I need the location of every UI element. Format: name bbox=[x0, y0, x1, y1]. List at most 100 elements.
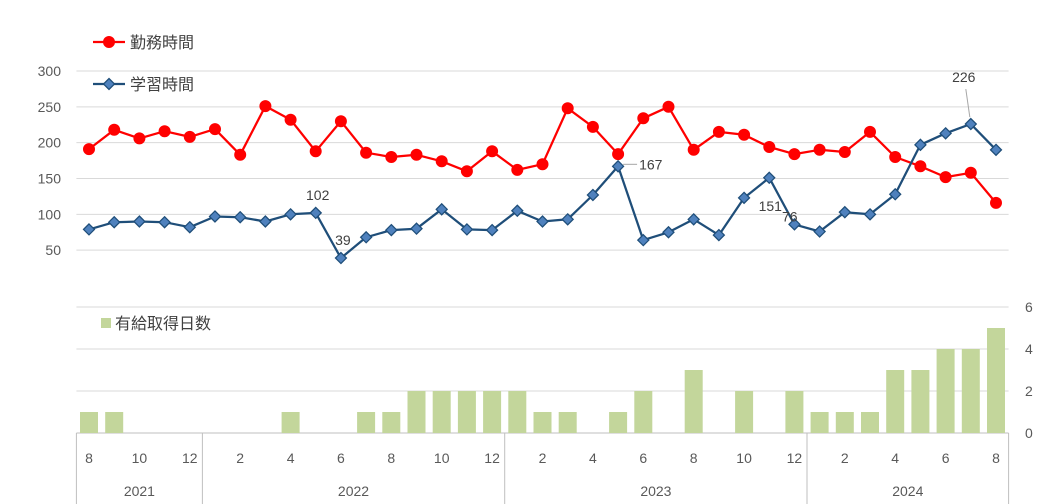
x-tick-label-month: 8 bbox=[690, 450, 698, 466]
circle-marker bbox=[435, 155, 448, 168]
leader-line bbox=[965, 88, 971, 118]
diamond-marker bbox=[82, 222, 96, 236]
circle-marker bbox=[209, 123, 221, 136]
diamond-marker bbox=[636, 233, 650, 247]
line-series-group bbox=[82, 100, 1003, 265]
circle-marker bbox=[939, 171, 952, 184]
x-tick-label-month: 2 bbox=[841, 450, 849, 466]
right-y-tick-label: 4 bbox=[1025, 341, 1033, 357]
circle-marker bbox=[662, 100, 675, 113]
circle-marker bbox=[460, 165, 473, 178]
x-tick-label-month: 2 bbox=[236, 450, 244, 466]
x-tick-label-month: 2 bbox=[539, 450, 547, 466]
circle-marker bbox=[259, 100, 272, 113]
bar bbox=[785, 391, 804, 433]
bar bbox=[634, 391, 653, 433]
legend-item: 勤務時間 bbox=[93, 33, 194, 52]
right-y-tick-label: 2 bbox=[1025, 383, 1033, 399]
diamond-marker bbox=[939, 126, 952, 140]
diamond-marker bbox=[888, 187, 902, 201]
bar bbox=[457, 391, 476, 433]
legend-item: 学習時間 bbox=[93, 75, 194, 94]
circle-marker bbox=[561, 102, 574, 115]
circle-marker bbox=[864, 125, 876, 138]
bar bbox=[80, 412, 98, 433]
data-label: 39 bbox=[335, 232, 351, 248]
legend-square-swatch bbox=[101, 318, 111, 328]
x-tick-label-month: 6 bbox=[942, 450, 950, 466]
x-tick-label-month: 4 bbox=[891, 450, 899, 466]
circle-marker bbox=[990, 196, 1002, 209]
diamond-marker bbox=[536, 215, 549, 228]
circle-marker bbox=[360, 146, 373, 159]
diamond-marker bbox=[914, 138, 927, 152]
diamond-marker bbox=[964, 117, 978, 131]
circle-marker bbox=[486, 145, 499, 158]
circle-marker bbox=[637, 112, 650, 125]
right-y-tick-label: 0 bbox=[1025, 425, 1033, 441]
bar-chart-legend: 有給取得日数 bbox=[101, 314, 211, 333]
diamond-marker bbox=[561, 212, 575, 226]
bar bbox=[558, 412, 577, 433]
diamond-marker bbox=[662, 225, 675, 239]
x-tick-label-month: 12 bbox=[787, 450, 803, 466]
diamond-marker bbox=[284, 207, 297, 221]
diamond-marker bbox=[838, 205, 852, 219]
diamond-marker bbox=[133, 215, 146, 228]
circle-marker bbox=[511, 163, 524, 176]
circle-marker bbox=[133, 132, 146, 145]
data-label: 102 bbox=[306, 187, 330, 203]
left-y-axis-labels: 50 100 150 200 250 300 bbox=[38, 63, 62, 258]
diamond-marker bbox=[788, 217, 801, 231]
x-tick-label-month: 10 bbox=[132, 450, 148, 466]
x-tick-label-month: 12 bbox=[182, 450, 198, 466]
left-y-tick-label: 300 bbox=[38, 63, 62, 79]
circle-marker bbox=[964, 166, 977, 179]
category-axis: 8 10 12 2 4 6 8 10 12 2 4 6 8 10 12 2 4 6 8 2021 2022 2023 202… bbox=[75, 433, 1010, 504]
bar bbox=[105, 412, 124, 433]
circle-marker bbox=[712, 125, 725, 138]
circle-marker bbox=[309, 145, 322, 158]
right-y-axis-labels: 0 2 4 6 bbox=[1025, 299, 1033, 441]
circle-marker bbox=[108, 123, 121, 136]
left-y-tick-label: 200 bbox=[38, 135, 62, 151]
diamond-marker bbox=[762, 171, 776, 185]
x-tick-label-month: 12 bbox=[484, 450, 500, 466]
bar bbox=[533, 412, 552, 433]
line-series-1 bbox=[82, 117, 1003, 265]
x-tick-label-month: 10 bbox=[434, 450, 450, 466]
legend-circle-marker bbox=[103, 36, 115, 48]
circle-marker bbox=[183, 130, 196, 143]
diamond-marker bbox=[611, 159, 625, 173]
bar bbox=[987, 328, 1005, 433]
data-label: 151 bbox=[759, 198, 783, 214]
x-tick-label-month: 6 bbox=[337, 450, 345, 466]
circle-marker bbox=[738, 128, 751, 141]
circle-marker bbox=[284, 113, 297, 126]
circle-marker bbox=[788, 148, 801, 161]
x-tick-label-month: 10 bbox=[736, 450, 752, 466]
circle-marker bbox=[334, 115, 347, 128]
data-label: 226 bbox=[952, 69, 976, 85]
diamond-marker bbox=[435, 202, 449, 216]
diamond-marker bbox=[158, 215, 171, 229]
data-label-leader-lines bbox=[623, 88, 971, 165]
circle-marker bbox=[889, 151, 902, 163]
x-tick-label-month: 4 bbox=[287, 450, 295, 466]
bar bbox=[281, 412, 300, 433]
diamond-marker bbox=[208, 210, 222, 223]
diamond-marker bbox=[334, 251, 348, 265]
circle-marker bbox=[838, 146, 851, 158]
bar bbox=[483, 391, 502, 433]
x-tick-label-year: 2024 bbox=[892, 483, 923, 499]
bar bbox=[861, 412, 879, 433]
right-y-tick-label: 6 bbox=[1025, 299, 1033, 315]
diamond-marker bbox=[863, 207, 877, 221]
circle-marker bbox=[687, 143, 700, 156]
diamond-marker bbox=[107, 215, 121, 229]
bar bbox=[609, 412, 628, 433]
top-panel-gridlines bbox=[76, 70, 1009, 251]
